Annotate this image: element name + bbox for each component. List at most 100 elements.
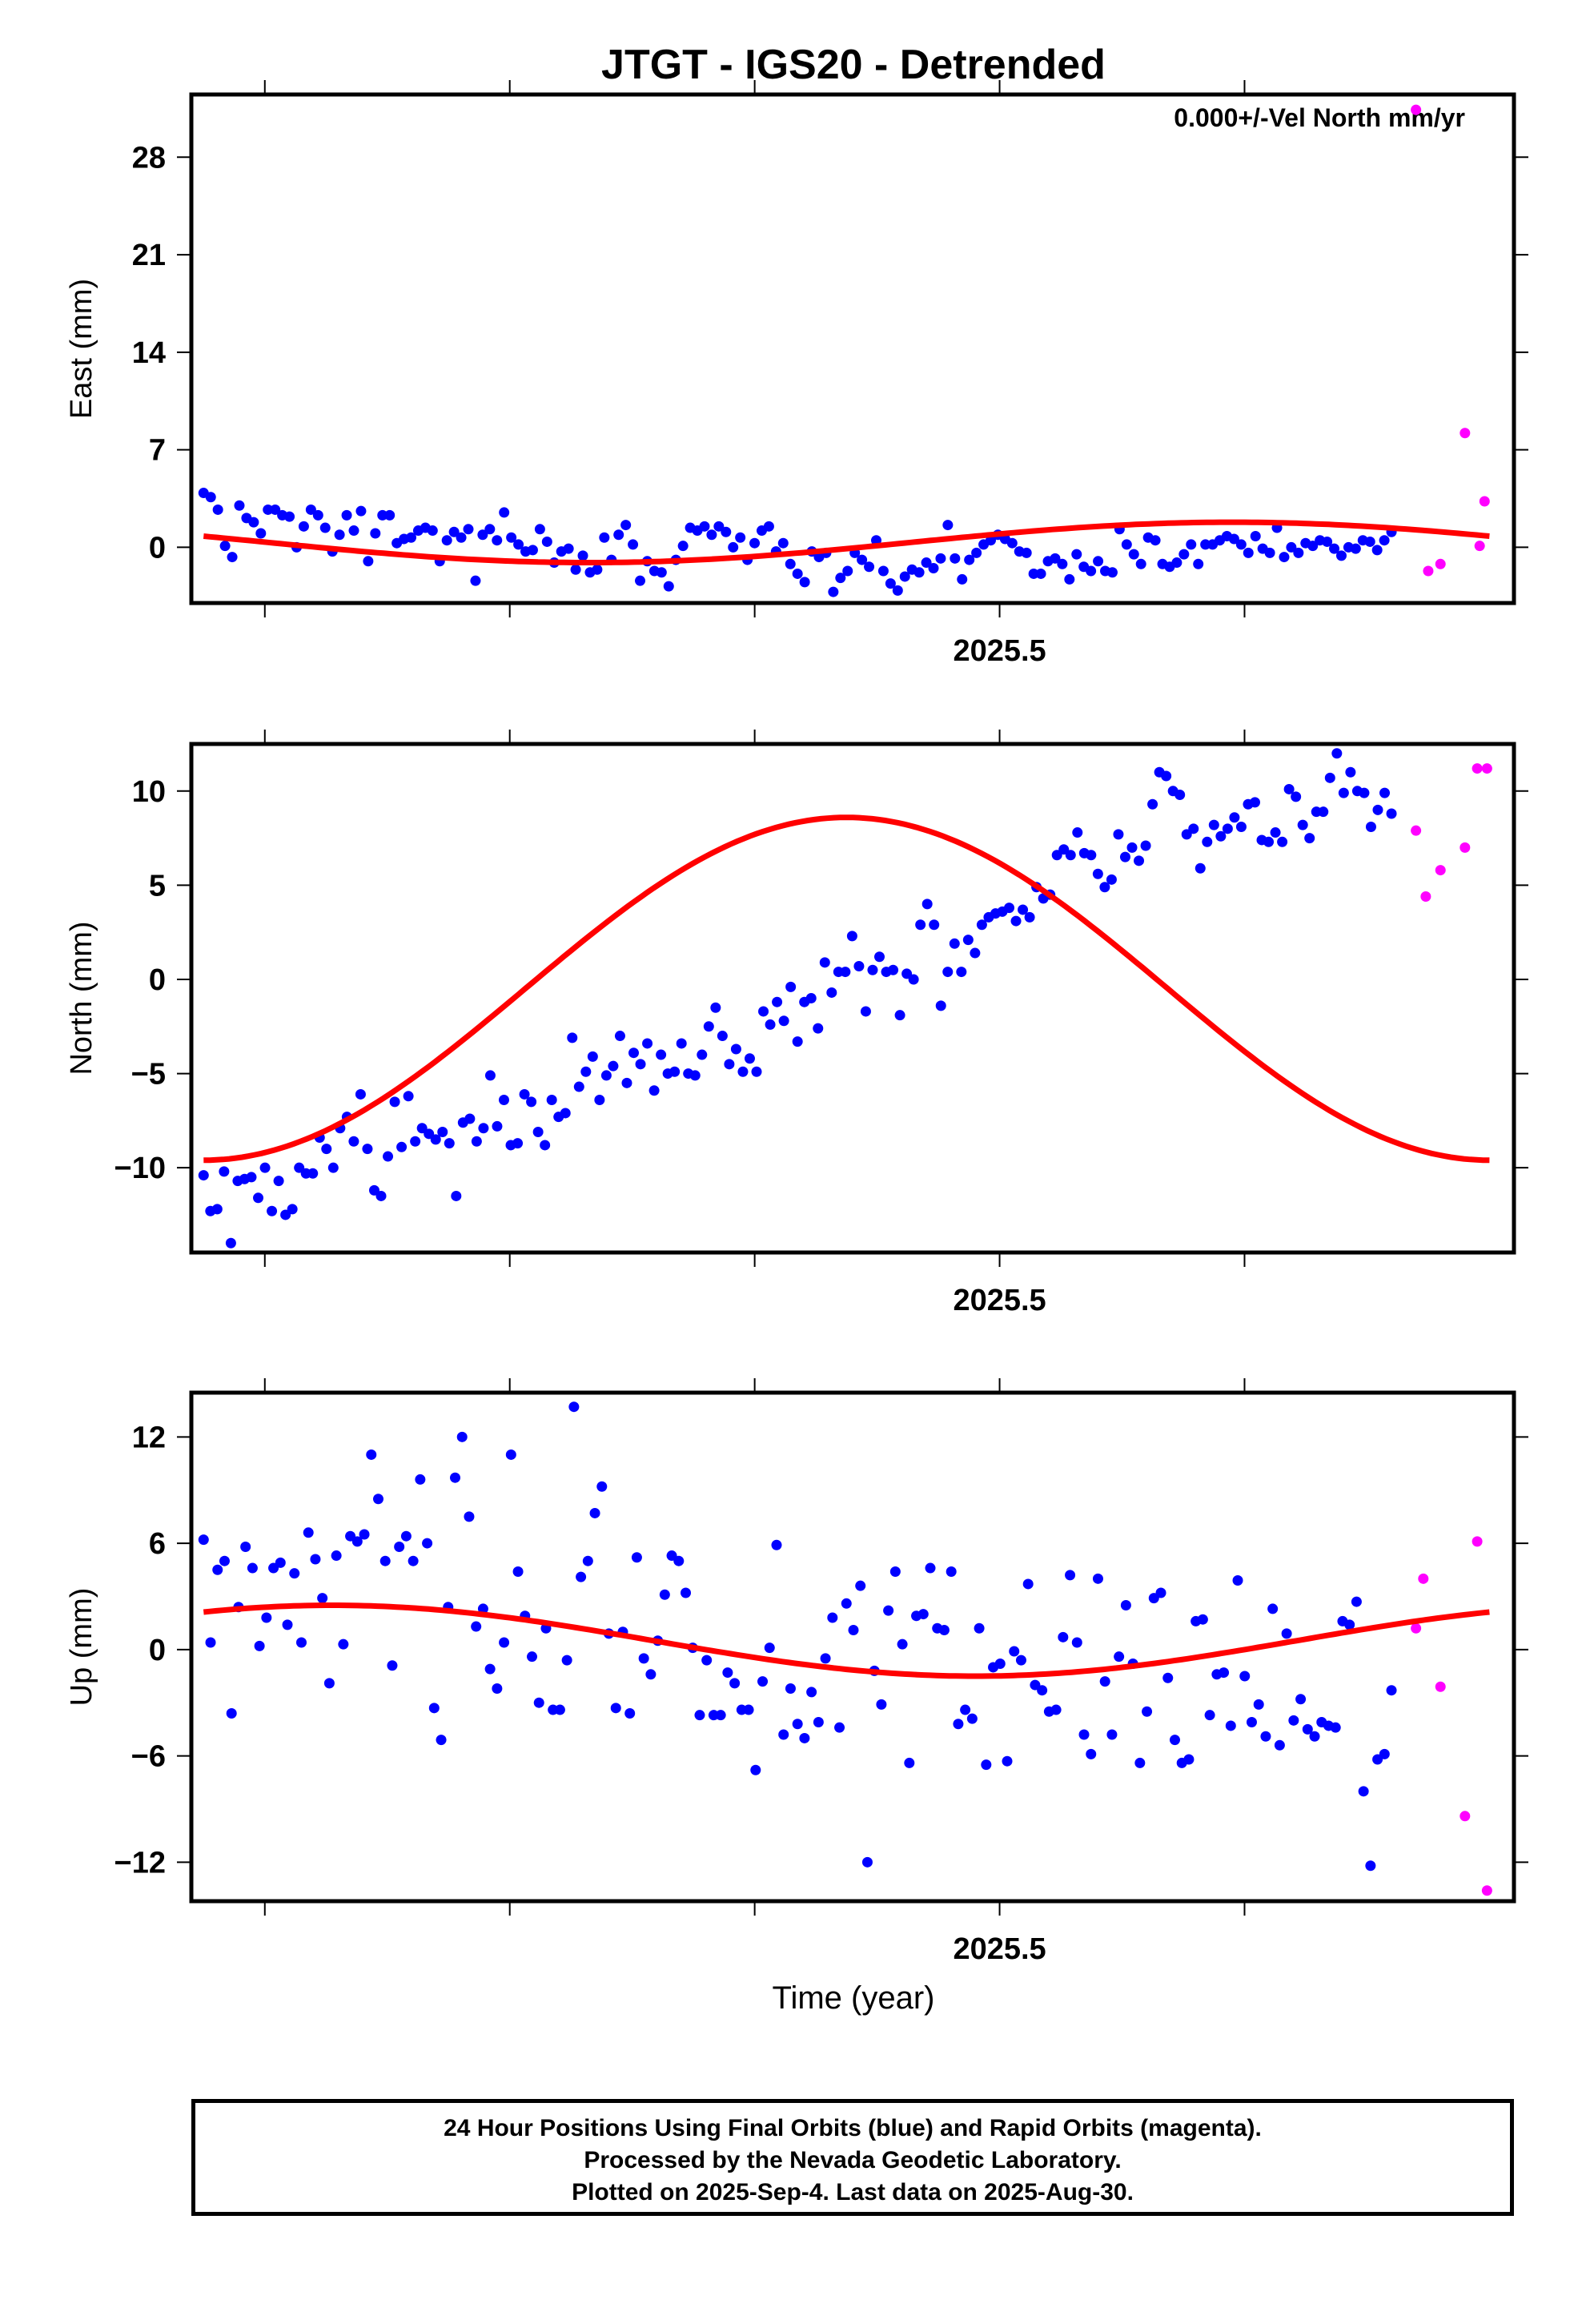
final-orbit-point [499,1637,510,1648]
final-orbit-point [771,1539,782,1550]
final-orbit-point [820,1653,831,1664]
final-orbit-point [1253,1699,1264,1710]
final-orbit-point [403,1091,414,1102]
final-orbit-point [1072,827,1083,838]
final-orbit-point [1279,552,1290,563]
final-orbit-point [645,1669,656,1680]
final-orbit-point [1058,844,1070,855]
final-orbit-point [541,536,552,547]
final-orbit-point [294,1162,305,1173]
final-orbit-point [383,1151,394,1162]
final-orbit-point [212,504,223,515]
final-orbit-point [1283,783,1295,794]
final-orbit-point [842,565,853,577]
final-orbit-point [699,521,710,532]
rapid-orbit-point [1435,558,1446,569]
final-orbit-point [1120,1600,1131,1611]
final-orbit-point [240,1541,251,1552]
final-orbit-point [703,1021,714,1032]
final-orbit-point [1365,1860,1376,1872]
final-orbit-point [263,504,274,515]
plot-frame [189,742,1516,1255]
final-orbit-point [1178,549,1190,560]
final-orbit-point [351,1536,363,1547]
final-orbit-point [1171,557,1182,569]
final-orbit-point [901,968,913,979]
final-orbit-point [448,526,460,537]
rapid-orbit-point [1481,763,1492,774]
final-orbit-point [631,1552,642,1563]
final-orbit-point [1037,1685,1048,1696]
final-orbit-point [554,1704,565,1715]
rapid-orbit-point [1411,104,1422,115]
final-orbit-point [506,532,517,543]
final-orbit-point [526,1096,537,1108]
final-orbit-point [1318,806,1329,818]
final-orbit-point [227,552,238,563]
y-axis-label: Up (mm) [65,1588,98,1707]
footer-line-2: Processed by the Nevada Geodetic Laborat… [584,2147,1122,2173]
final-orbit-point [729,1678,741,1689]
final-orbit-point [323,1678,335,1689]
final-orbit-point [917,1609,929,1620]
final-orbit-point [406,532,417,543]
final-orbit-point [792,1719,803,1730]
final-orbit-point [261,1612,272,1623]
final-orbit-point [799,1732,810,1743]
final-orbit-point [1155,1587,1166,1598]
final-orbit-point [792,568,803,579]
final-orbit-point [532,1126,544,1137]
final-orbit-point [1229,812,1240,823]
final-orbit-point [1351,1596,1362,1607]
final-orbit-point [689,1070,701,1081]
final-orbit-point [713,521,725,532]
final-orbit-point [259,1162,271,1173]
final-orbit-point [567,1032,578,1043]
final-orbit-point [1114,1651,1125,1663]
final-orbit-point [379,1555,391,1566]
final-orbit-point [971,547,982,558]
final-orbit-point [826,987,837,998]
final-orbit-point [372,1494,383,1505]
final-orbit-point [377,509,388,521]
final-orbit-point [1128,549,1139,560]
final-orbit-point [362,1144,373,1155]
final-orbit-point [635,1059,646,1070]
final-orbit-point [1379,535,1390,546]
final-orbit-point [1277,836,1288,847]
final-orbit-point [1064,573,1075,585]
final-orbit-point [424,1128,435,1140]
rapid-orbit-point [1472,763,1483,774]
final-orbit-point [853,961,865,972]
y-tick-label: 28 [132,141,166,175]
final-orbit-point [1372,804,1383,815]
final-orbit-point [478,1123,489,1134]
final-orbit-point [772,996,783,1007]
final-orbit-point [327,1162,339,1173]
final-orbit-point [624,1707,636,1719]
final-orbit-point [1134,855,1145,866]
final-orbit-point [921,899,933,910]
final-orbit-point [1186,539,1197,550]
final-orbit-point [1338,787,1349,798]
final-orbit-point [289,1568,300,1579]
final-orbit-point [589,1507,600,1518]
final-orbit-point [375,1190,387,1201]
final-orbit-point [642,1038,653,1049]
final-orbit-point [1099,882,1110,893]
final-orbit-point [1264,547,1275,558]
final-orbit-point [638,1653,649,1664]
final-orbit-point [855,1580,866,1591]
final-orbit-point [953,1719,964,1730]
final-orbit-point [1371,545,1383,556]
final-orbit-point [470,575,481,586]
final-orbit-point [883,1605,894,1616]
final-orbit-point [1135,558,1146,569]
final-orbit-point [964,554,975,565]
final-orbit-point [370,528,381,539]
final-orbit-point [1249,797,1260,808]
final-orbit-point [444,1138,455,1149]
final-orbit-point [915,919,926,931]
final-orbit-point [436,1735,447,1746]
final-orbit-point [451,1190,462,1201]
